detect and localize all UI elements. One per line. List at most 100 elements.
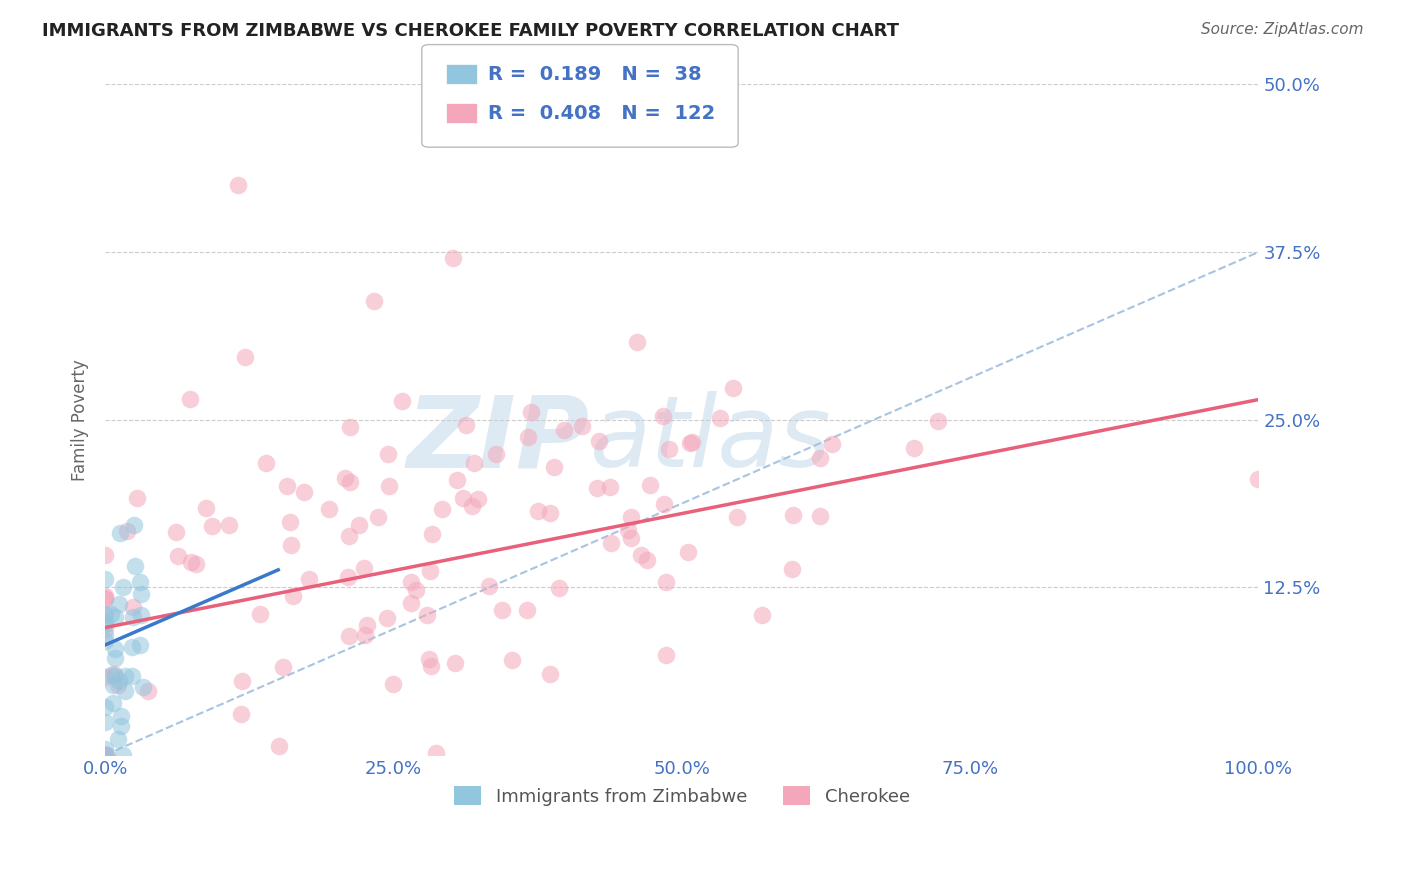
Text: ZIP: ZIP: [406, 392, 589, 488]
Point: [620, 531, 643, 545]
Point: [461, 500, 484, 514]
Point: [652, 497, 675, 511]
Point: [124, 558, 146, 573]
Point: [491, 603, 513, 617]
Point: [94, 628, 117, 642]
Point: [104, 669, 127, 683]
Point: [399, 574, 422, 589]
Point: [477, 579, 499, 593]
Point: [378, 479, 401, 493]
Point: [94, 548, 117, 562]
Point: [810, 508, 832, 523]
Point: [526, 503, 548, 517]
Point: [94, 747, 117, 762]
Point: [599, 480, 621, 494]
Point: [501, 653, 523, 667]
Point: [780, 562, 803, 576]
Point: [679, 436, 702, 450]
Point: [337, 529, 360, 543]
Point: [538, 506, 561, 520]
Point: [463, 456, 485, 470]
Point: [821, 436, 844, 450]
Point: [110, 719, 132, 733]
Point: [180, 555, 202, 569]
Point: [100, 667, 122, 681]
Point: [626, 334, 648, 349]
Text: atlas: atlas: [589, 392, 831, 488]
Point: [104, 651, 127, 665]
Point: [94, 607, 117, 621]
Point: [337, 629, 360, 643]
Point: [94, 607, 117, 622]
Point: [271, 659, 294, 673]
Point: [96, 747, 118, 762]
Point: [136, 684, 159, 698]
Point: [122, 518, 145, 533]
Point: [107, 597, 129, 611]
Point: [94, 589, 117, 603]
Point: [94, 591, 117, 605]
Point: [94, 747, 117, 762]
Point: [333, 471, 356, 485]
Point: [231, 673, 253, 688]
Point: [418, 652, 440, 666]
Point: [547, 581, 569, 595]
Point: [367, 510, 389, 524]
Point: [226, 178, 249, 193]
Point: [129, 638, 152, 652]
Y-axis label: Family Poverty: Family Poverty: [72, 359, 89, 481]
Point: [349, 518, 371, 533]
Point: [94, 714, 117, 729]
Legend: Immigrants from Zimbabwe, Cherokee: Immigrants from Zimbabwe, Cherokee: [447, 779, 917, 813]
Point: [782, 508, 804, 522]
Point: [467, 492, 489, 507]
Point: [655, 648, 678, 663]
Text: Source: ZipAtlas.com: Source: ZipAtlas.com: [1201, 22, 1364, 37]
Point: [122, 610, 145, 624]
Point: [451, 491, 474, 505]
Point: [94, 747, 117, 762]
Point: [655, 575, 678, 590]
Point: [444, 657, 467, 671]
Point: [107, 678, 129, 692]
Point: [165, 524, 187, 539]
Point: [356, 617, 378, 632]
Point: [114, 684, 136, 698]
Point: [571, 419, 593, 434]
Point: [420, 658, 443, 673]
Point: [927, 414, 949, 428]
Point: [235, 350, 257, 364]
Point: [108, 674, 131, 689]
Point: [681, 434, 703, 449]
Point: [94, 742, 117, 756]
Point: [121, 668, 143, 682]
Point: [218, 517, 240, 532]
Point: [432, 501, 454, 516]
Point: [201, 519, 224, 533]
Point: [318, 502, 340, 516]
Point: [94, 615, 117, 629]
Point: [292, 485, 315, 500]
Point: [110, 709, 132, 723]
Point: [166, 549, 188, 564]
Point: [179, 392, 201, 406]
Point: [658, 442, 681, 456]
Point: [339, 420, 361, 434]
Point: [441, 252, 464, 266]
Point: [630, 548, 652, 562]
Point: [456, 417, 478, 432]
Point: [278, 516, 301, 530]
Point: [375, 611, 398, 625]
Point: [337, 570, 360, 584]
Point: [399, 596, 422, 610]
Point: [636, 553, 658, 567]
Point: [588, 434, 610, 448]
Point: [298, 573, 321, 587]
Point: [377, 447, 399, 461]
Point: [94, 747, 117, 762]
Point: [131, 587, 153, 601]
Point: [129, 608, 152, 623]
Point: [112, 580, 135, 594]
Point: [94, 592, 117, 607]
Point: [100, 607, 122, 621]
